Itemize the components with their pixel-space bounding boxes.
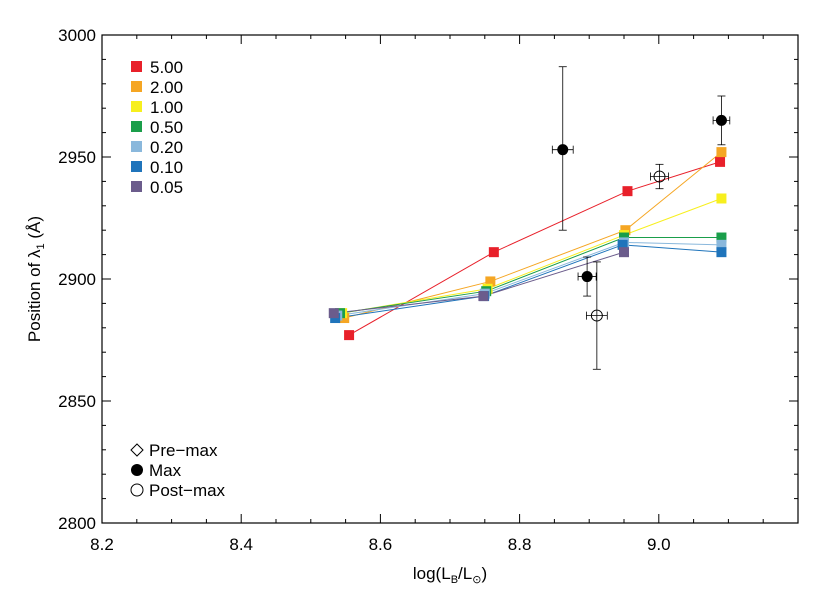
data-point-0.05 (478, 291, 489, 302)
y-tick-label: 2850 (58, 392, 96, 411)
legend-label: 5.00 (150, 58, 183, 77)
data-point-5.00 (488, 247, 499, 258)
y-tick-label: 2900 (58, 270, 96, 289)
xlabel-prefix: log(L (413, 564, 451, 583)
legend-swatch-1.00 (131, 101, 142, 112)
series-line-2.00 (344, 151, 722, 319)
series-line-0.50 (339, 237, 722, 314)
legend-swatch-2.00 (131, 81, 142, 92)
phase-legend-label: Pre−max (149, 441, 218, 460)
max-circle-icon (131, 464, 143, 476)
data-point-5.00 (344, 330, 355, 341)
post-max-circle-icon (130, 483, 144, 497)
observation-max (715, 114, 727, 126)
series-line-0.10 (335, 244, 722, 319)
legend-swatch-0.05 (131, 181, 142, 192)
xlabel-sub2: ⊙ (472, 574, 481, 586)
data-point-0.05 (619, 247, 629, 258)
data-point-5.00 (715, 156, 726, 167)
legend-swatch-0.50 (131, 121, 142, 132)
ylabel-prefix: Position of λ (25, 249, 44, 342)
legend-swatch-0.20 (131, 141, 142, 152)
legend-label: 0.05 (150, 178, 183, 197)
series-markers (328, 147, 727, 341)
data-point-0.50 (716, 232, 727, 243)
axis-ticks: 8.2 8.4 8.6 8.8 9.0 2800 2850 2900 2950 3000 (58, 26, 798, 554)
pre-max-diamond-icon (130, 443, 144, 457)
x-tick-label: 8.2 (90, 535, 114, 554)
data-point-0.20 (716, 239, 727, 250)
observation-max (581, 271, 593, 283)
x-tick-label: 8.6 (369, 535, 393, 554)
data-point-0.05 (328, 308, 339, 319)
series-legend: 5.002.001.000.500.200.100.05 (131, 58, 183, 197)
x-tick-label: 8.8 (508, 535, 532, 554)
xlabel-mid: /L (458, 564, 472, 583)
x-tick-label: 9.0 (647, 535, 671, 554)
y-tick-label: 2950 (58, 148, 96, 167)
y-axis-title: Position of λ1 (Å) (25, 216, 47, 342)
data-point-1.00 (716, 193, 727, 204)
ylabel-sub: 1 (35, 243, 47, 249)
phase-legend-label: Max (149, 461, 182, 480)
phase-legend-label: Post−max (149, 481, 226, 500)
legend-swatch-5.00 (131, 61, 142, 72)
y-tick-label: 3000 (58, 26, 96, 45)
xlabel-suffix: ) (481, 564, 487, 583)
data-point-0.10 (716, 247, 727, 258)
legend-label: 2.00 (150, 78, 183, 97)
legend-label: 0.50 (150, 118, 183, 137)
ylabel-suffix: (Å) (25, 216, 44, 243)
series-lines (333, 151, 722, 336)
data-point-0.10 (617, 239, 628, 250)
observation-post-max (590, 309, 603, 322)
data-point-2.00 (485, 276, 496, 287)
observation-max (557, 144, 569, 156)
series-line-5.00 (348, 161, 721, 336)
observation-post-max (653, 170, 666, 183)
legend-label: 0.20 (150, 138, 183, 157)
observations (551, 66, 731, 370)
xlabel-sub1: B (451, 574, 458, 586)
series-line-1.00 (342, 198, 722, 314)
legend-label: 0.10 (150, 158, 183, 177)
x-tick-label: 8.4 (229, 535, 253, 554)
data-point-5.00 (622, 186, 633, 197)
legend-label: 1.00 (150, 98, 183, 117)
data-point-2.00 (716, 147, 727, 158)
y-tick-label: 2800 (58, 514, 96, 533)
legend-swatch-0.10 (131, 161, 142, 172)
x-axis-title: log(LB/L⊙) (413, 564, 487, 586)
